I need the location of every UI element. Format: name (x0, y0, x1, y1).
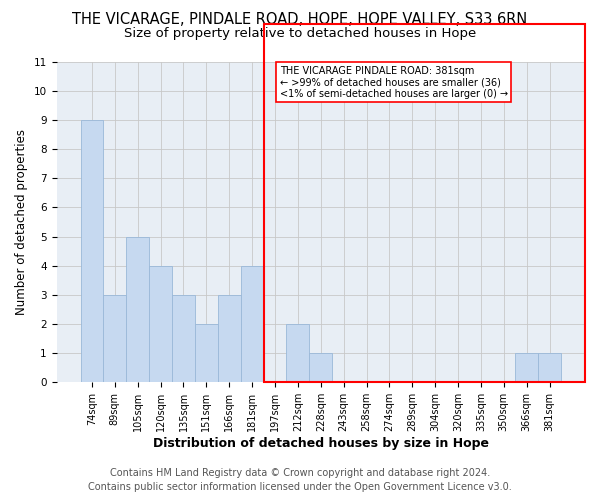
Bar (127, 236, 149, 382)
Text: THE VICARAGE PINDALE ROAD: 381sqm
← >99% of detached houses are smaller (36)
<1%: THE VICARAGE PINDALE ROAD: 381sqm ← >99%… (280, 66, 508, 99)
Text: Contains HM Land Registry data © Crown copyright and database right 2024.
Contai: Contains HM Land Registry data © Crown c… (88, 468, 512, 492)
Bar (538, 353, 561, 382)
X-axis label: Distribution of detached houses by size in Hope: Distribution of detached houses by size … (153, 437, 489, 450)
Y-axis label: Number of detached properties: Number of detached properties (15, 129, 28, 315)
Text: Size of property relative to detached houses in Hope: Size of property relative to detached ho… (124, 28, 476, 40)
Bar (515, 353, 538, 382)
Bar (172, 295, 195, 382)
Bar (103, 295, 127, 382)
Bar (310, 353, 332, 382)
Bar (241, 266, 263, 382)
Bar (218, 295, 241, 382)
Bar (149, 266, 172, 382)
Bar (195, 324, 218, 382)
Bar (80, 120, 103, 382)
Text: THE VICARAGE, PINDALE ROAD, HOPE, HOPE VALLEY, S33 6RN: THE VICARAGE, PINDALE ROAD, HOPE, HOPE V… (73, 12, 527, 28)
Bar (286, 324, 310, 382)
